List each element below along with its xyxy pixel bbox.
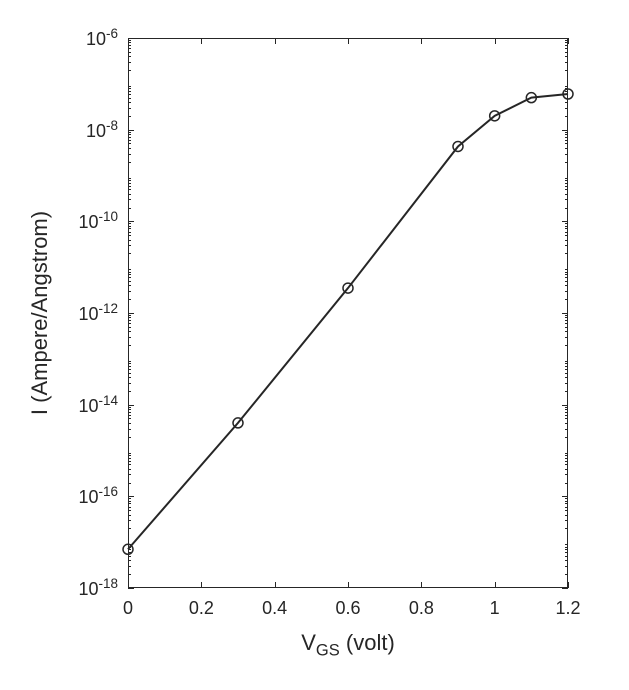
- x-tick-label: 1.2: [555, 598, 580, 619]
- chart-canvas: 0 0.2 0.4 0.6 0.8 1 1.2 10-18 10-16 10-14 10-12 10-…: [0, 0, 629, 690]
- y-tick-label: 10-16: [78, 484, 118, 508]
- y-tick-label: 10-10: [78, 209, 118, 233]
- y-tick-label: 10-18: [78, 576, 118, 600]
- x-tick-label: 0.8: [409, 598, 434, 619]
- x-tick-label: 0.6: [335, 598, 360, 619]
- x-tick-label: 0.4: [262, 598, 287, 619]
- x-tick-label: 0.2: [189, 598, 214, 619]
- y-tick-label: 10-6: [86, 26, 118, 50]
- y-axis-label: I (Ampere/Angstrom): [27, 211, 53, 415]
- y-tick-label: 10-8: [86, 118, 118, 142]
- y-tick-label: 10-12: [78, 301, 118, 325]
- x-tick-label: 1: [490, 598, 500, 619]
- x-tick-label: 0: [123, 598, 133, 619]
- x-axis-label: VGS (volt): [301, 630, 395, 660]
- series-line: [128, 94, 568, 549]
- y-tick-label: 10-14: [78, 393, 118, 417]
